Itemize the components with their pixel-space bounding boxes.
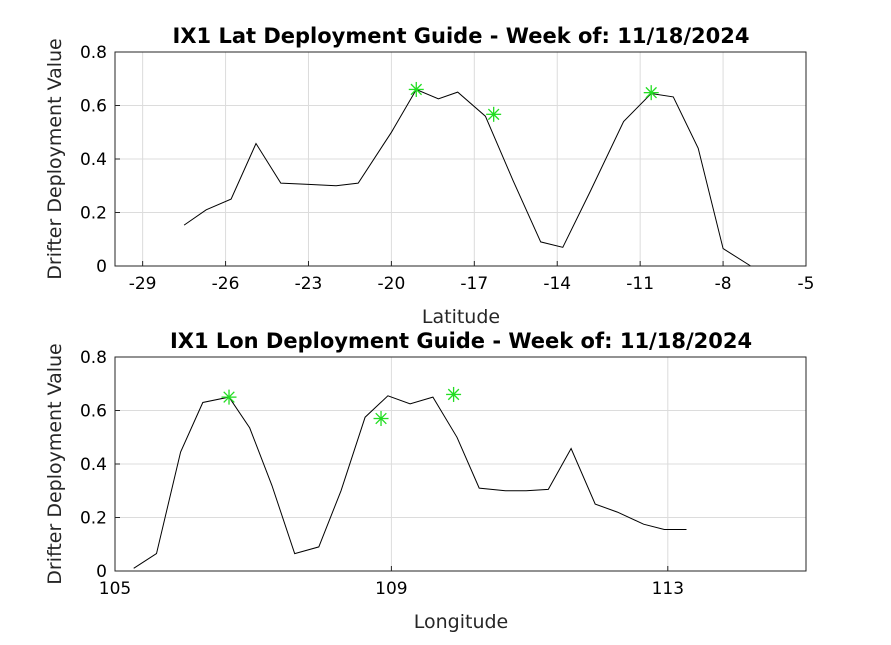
lon-x-axis-label: Longitude [414,611,509,633]
lon-y-tick-label: 0.2 [80,509,107,529]
lat-x-tick-label: -14 [543,274,571,294]
lat-x-tick-label: -20 [378,274,406,294]
lon-chart: IX1 Lon Deployment Guide - Week of: 11/1… [80,329,807,633]
marker-stroke [223,391,235,403]
lon-marker-asterisk [373,411,389,427]
lat-y-tick-label: 0.6 [80,97,107,117]
lat-grid [115,51,807,267]
lon-grid [114,356,806,572]
lon-chart-title: IX1 Lon Deployment Guide - Week of: 11/1… [170,329,752,353]
lat-y-tick-label: 0.8 [80,43,107,63]
lon-axes-frame [114,356,807,572]
lon-x-tick-label: 105 [99,579,131,599]
lat-chart: IX1 Lat Deployment Guide - Week of: 11/1… [80,24,815,328]
lon-series [133,395,687,569]
lat-x-tick-label: -26 [212,274,240,294]
lat-y-axis-label: Drifter Deployment Value [44,38,66,280]
lat-y-tick-label: 0 [96,257,107,277]
lat-y-tick-label: 0.2 [80,204,107,224]
lon-markers [221,386,462,427]
lat-chart-title: IX1 Lat Deployment Guide - Week of: 11/1… [173,24,750,48]
lat-axes-frame [114,51,807,267]
lon-marker-asterisk [446,386,462,402]
lat-y-tick-label: 0.4 [80,150,107,170]
lon-series-line [133,395,687,569]
lat-x-tick-label: -23 [295,274,323,294]
lon-y-tick-label: 0.6 [80,402,107,422]
lon-x-tick-label: 113 [652,579,684,599]
marker-stroke [447,388,460,401]
lat-marker-asterisk [643,85,659,101]
lat-marker-asterisk [408,81,424,97]
lat-x-axis-label: Latitude [422,306,500,328]
lat-x-tick-label: -29 [129,274,157,294]
marker-stroke [410,83,423,96]
lat-markers [408,81,659,122]
lat-marker-asterisk [486,106,502,122]
lat-x-tick-label: -8 [715,274,732,294]
marker-stroke [645,86,657,99]
marker-stroke [375,412,387,425]
lon-marker-asterisk [221,389,237,405]
lat-x-tick-label: -11 [626,274,654,294]
lon-y-tick-label: 0.4 [80,455,107,475]
marker-stroke [487,108,500,121]
lat-series-line [183,88,751,267]
lat-tick-labels: -29 -26 -23 -20 -17 -14 -11 -8 -5 0 0.2 0.4 0.6 0.8 [80,43,815,294]
lat-x-tick-label: -5 [798,274,815,294]
lon-tick-labels: 105 109 113 0 0.2 0.4 0.6 0.8 [80,348,684,599]
lon-y-tick-label: 0 [96,562,107,582]
lat-x-tick-label: -17 [460,274,488,294]
lon-y-axis-label: Drifter Deployment Value [44,343,66,585]
lon-x-tick-label: 109 [375,579,407,599]
lat-series [183,88,751,267]
lon-y-tick-label: 0.8 [80,348,107,368]
